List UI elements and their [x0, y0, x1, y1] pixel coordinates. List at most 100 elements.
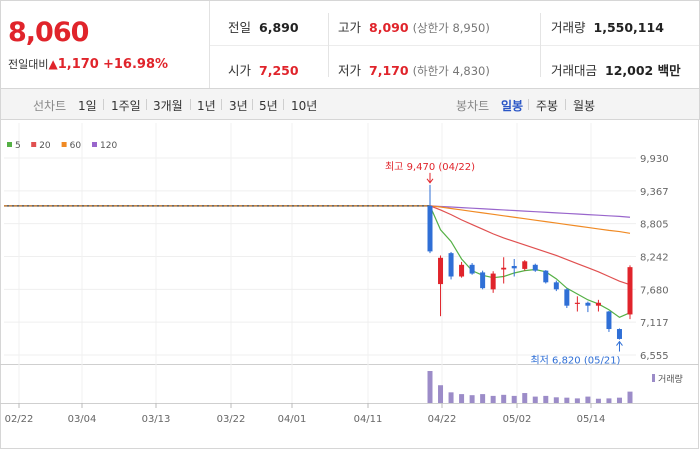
stat-value: 12,002 백만 — [605, 63, 681, 78]
high-arrow-head-icon — [426, 178, 434, 184]
stat-value: 6,890 — [259, 20, 299, 35]
quote-stats: 전일 6,890 고가 8,090 (상한가 8,950) 거래량 1,550,114 … — [210, 1, 699, 89]
tab-period-1w[interactable]: 1주일 — [111, 99, 141, 113]
volume-bar — [511, 395, 517, 403]
volume-bar — [501, 394, 507, 403]
x-tick-label: 04/22 — [428, 414, 457, 425]
moving-average-ma5 — [429, 205, 631, 319]
y-tick-label: 9,930 — [640, 154, 669, 165]
stat-high: 고가 8,090 (상한가 8,950) — [338, 17, 490, 36]
candle-body — [522, 261, 528, 269]
change-value: 1,170 — [57, 57, 99, 72]
stat-label: 고가 — [338, 20, 362, 35]
candle-body — [543, 270, 549, 283]
candle-body — [574, 302, 580, 304]
candle-body — [564, 289, 570, 306]
tab-divider — [146, 99, 147, 110]
tab-divider — [528, 99, 529, 110]
tab-candle-weekly[interactable]: 주봉 — [536, 99, 559, 113]
legend-swatch — [7, 142, 12, 147]
y-tick-label: 7,117 — [640, 318, 669, 329]
candle-body — [511, 265, 517, 269]
legend-label: 120 — [100, 141, 117, 151]
tab-period-1d[interactable]: 1일 — [78, 99, 97, 113]
tab-period-10y[interactable]: 10년 — [291, 99, 318, 113]
tab-period-1y[interactable]: 1년 — [197, 99, 216, 113]
low-annotation: 최저 6,820 (05/21) — [530, 355, 620, 367]
stat-value: 8,090 — [369, 20, 409, 35]
moving-average-ma120 — [429, 205, 631, 218]
tab-period-5y[interactable]: 5년 — [259, 99, 278, 113]
candlestick-chart: 9,930 9,367 8,805 8,242 7,680 7,117 6,555 02/22… — [0, 119, 699, 449]
x-tick-label: 02/22 — [5, 414, 34, 425]
volume-bar — [522, 393, 528, 403]
candle-body — [553, 282, 559, 290]
tab-candle-daily[interactable]: 일봉 — [501, 99, 524, 113]
volume-bar — [564, 397, 570, 403]
stat-label: 거래량 — [551, 20, 586, 35]
volume-bar — [427, 371, 433, 403]
x-tick-label: 04/11 — [354, 414, 383, 425]
y-tick-label: 8,805 — [640, 220, 669, 231]
stat-trade-value: 거래대금 12,002 백만 — [551, 60, 681, 79]
volume-bar — [448, 392, 454, 403]
stat-volume: 거래량 1,550,114 — [551, 17, 664, 36]
legend-swatch — [92, 142, 97, 147]
stat-open: 시가 7,250 — [228, 60, 299, 79]
tab-candle-chart[interactable]: 봉차트 — [456, 99, 490, 113]
stat-label: 전일 — [228, 20, 252, 35]
y-tick-label: 7,680 — [640, 285, 669, 296]
volume-bar — [459, 394, 465, 403]
x-tick-label: 03/22 — [217, 414, 246, 425]
volume-bar — [627, 391, 633, 403]
candle-body — [616, 329, 622, 339]
candle-body — [627, 267, 633, 315]
tab-divider — [221, 99, 222, 110]
stats-column-divider — [540, 13, 541, 77]
tab-period-3y[interactable]: 3년 — [229, 99, 248, 113]
volume-bar — [490, 395, 496, 403]
stat-sub: (상한가 8,950) — [412, 21, 490, 35]
volume-bar — [585, 396, 591, 403]
change-percent: +16.98% — [102, 57, 169, 72]
legend-swatch — [31, 142, 37, 147]
candle-body — [469, 264, 475, 274]
volume-bar — [469, 395, 475, 403]
moving-average-ma20 — [429, 205, 631, 286]
tab-divider — [565, 99, 566, 110]
stat-prev-close: 전일 6,890 — [228, 17, 299, 36]
legend-label: 60 — [70, 141, 82, 151]
volume-bar — [616, 397, 622, 403]
x-tick-label: 04/01 — [278, 414, 307, 425]
legend-label: 20 — [39, 141, 51, 151]
tab-period-3m[interactable]: 3개월 — [153, 99, 183, 113]
stat-label: 거래대금 — [551, 63, 598, 78]
volume-legend-swatch — [652, 374, 655, 382]
x-tick-label: 05/02 — [503, 414, 532, 425]
candle-body — [448, 253, 454, 277]
low-arrow-head-icon — [616, 340, 623, 346]
stat-label: 저가 — [338, 63, 362, 78]
tab-candle-monthly[interactable]: 월봉 — [573, 99, 596, 113]
volume-bar — [606, 398, 612, 403]
volume-bar — [574, 398, 580, 403]
tab-divider — [103, 99, 104, 110]
tab-divider — [190, 99, 191, 110]
tab-divider — [283, 99, 284, 110]
volume-bar — [480, 394, 486, 403]
chart-frame — [0, 119, 699, 449]
stats-row-divider — [210, 45, 699, 46]
candle-body — [585, 302, 591, 306]
y-tick-label: 6,555 — [640, 351, 669, 362]
y-tick-label: 9,367 — [640, 187, 669, 198]
legend-label: 5 — [15, 141, 21, 151]
stat-value: 1,550,114 — [593, 20, 664, 35]
candle-body — [532, 264, 538, 271]
tab-line-chart[interactable]: 선차트 — [33, 99, 67, 113]
stat-label: 시가 — [228, 63, 252, 78]
x-tick-label: 05/14 — [577, 414, 606, 425]
stat-value: 7,170 — [369, 63, 409, 78]
volume-bar — [553, 397, 559, 403]
candle-body — [606, 311, 612, 330]
stats-column-divider — [328, 13, 329, 77]
